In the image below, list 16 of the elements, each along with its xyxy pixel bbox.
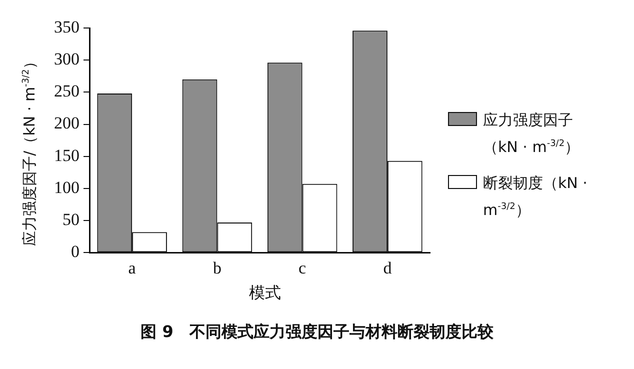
y-tick-label: 250 (54, 82, 80, 101)
y-tick-label: 150 (54, 146, 80, 165)
y-tick-label: 100 (54, 178, 80, 197)
x-tick-label: b (212, 258, 222, 278)
legend-label: 应力强度因子（kN · m$^{-3/2}$） (483, 110, 581, 158)
y-tick-label: 200 (54, 114, 80, 133)
x-tick-label: a (128, 258, 136, 278)
x-tick-label: d (383, 258, 392, 278)
y-tick-label: 300 (54, 50, 80, 69)
text: 图 9 不同模式应力强度因子与材料断裂韧度比较 (140, 322, 494, 343)
x-axis-title: 模式 (249, 283, 281, 304)
x-tick-label: c (298, 258, 307, 278)
y-tick-label: 350 (54, 17, 80, 36)
y-tick-label: 50 (62, 210, 80, 229)
text: 断裂韧度（kN · m$^{-3/2}$） (483, 173, 588, 221)
y-tick-label: 0 (71, 242, 80, 262)
